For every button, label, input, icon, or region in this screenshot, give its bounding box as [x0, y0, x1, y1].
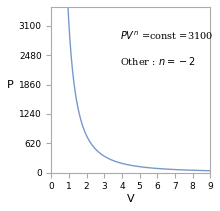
Text: Other : $n=-2$: Other : $n=-2$: [120, 55, 195, 67]
Y-axis label: P: P: [7, 80, 14, 90]
X-axis label: V: V: [127, 194, 135, 204]
Text: $PV^n$ =const =3100: $PV^n$ =const =3100: [120, 30, 213, 42]
